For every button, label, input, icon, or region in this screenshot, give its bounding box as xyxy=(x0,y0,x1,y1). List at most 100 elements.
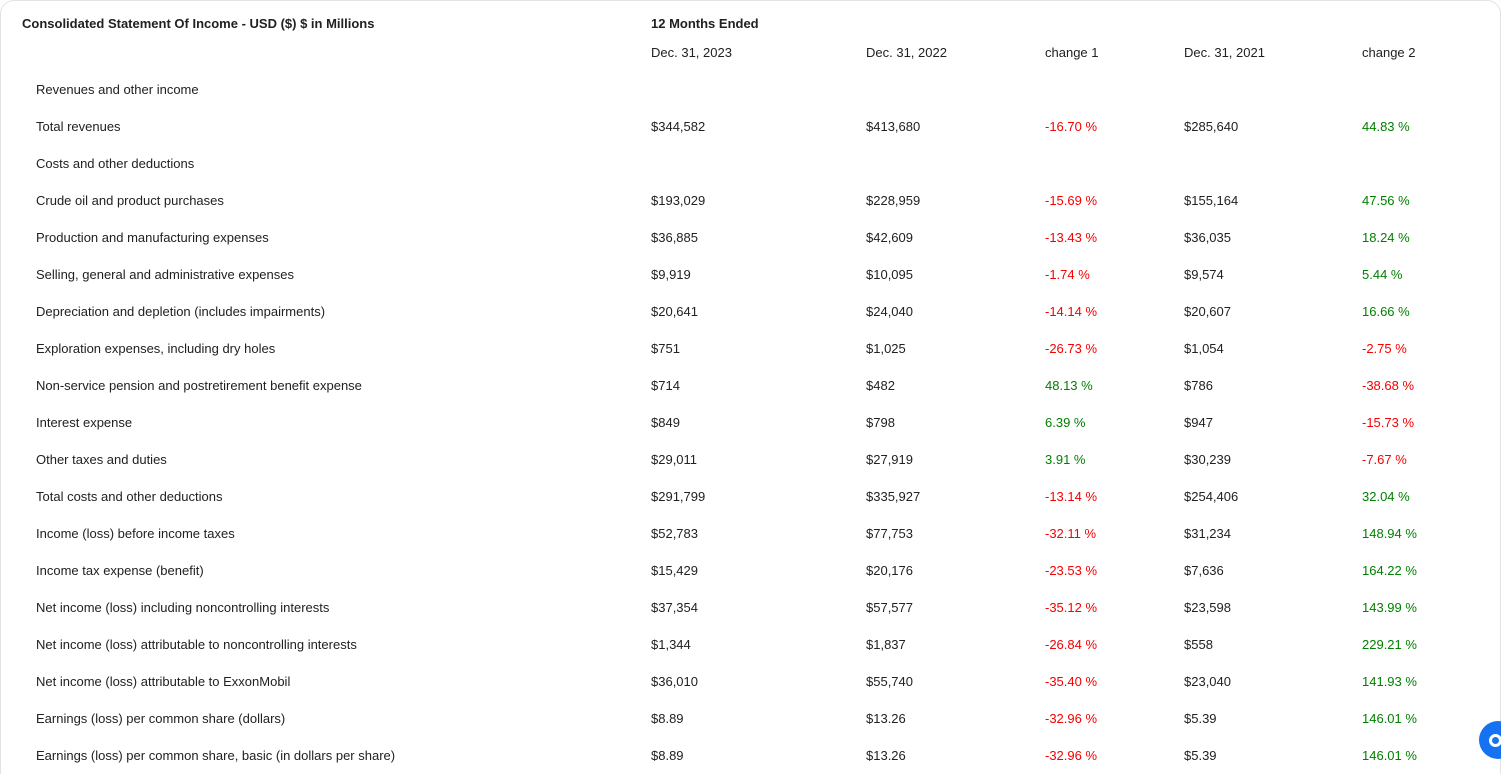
row-label: Net income (loss) attributable to noncon… xyxy=(36,637,357,652)
table-header-row-2: Dec. 31, 2023 Dec. 31, 2022 change 1 Dec… xyxy=(1,38,1500,66)
cell-value: $285,640 xyxy=(1184,119,1239,134)
column-header-date-2022: Dec. 31, 2022 xyxy=(866,44,947,60)
cell-value: $29,011 xyxy=(651,452,698,467)
table-row: Income tax expense (benefit) $15,429 $20,1… xyxy=(1,552,1500,589)
column-header-date-2021: Dec. 31, 2021 xyxy=(1184,44,1265,60)
cell-value: $7,636 xyxy=(1184,563,1224,578)
cell-value: -38.68 % xyxy=(1362,378,1415,393)
table-row: Depreciation and depletion (includes imp… xyxy=(1,293,1500,330)
cell-value: $57,577 xyxy=(866,600,913,615)
cell-value: $413,680 xyxy=(866,119,921,134)
cell-value: -7.67 % xyxy=(1362,452,1407,467)
chat-button[interactable] xyxy=(1479,721,1501,759)
cell-value: $291,799 xyxy=(651,489,706,504)
column-header-change-2: change 2 xyxy=(1362,44,1416,60)
cell-value: $751 xyxy=(651,341,680,356)
cell-value: $9,919 xyxy=(651,267,691,282)
cell-value: $228,959 xyxy=(866,193,921,208)
cell-value: 141.93 % xyxy=(1362,674,1417,689)
cell-value: $37,354 xyxy=(651,600,698,615)
cell-value: $798 xyxy=(866,415,895,430)
cell-value: -32.96 % xyxy=(1045,711,1098,726)
cell-value: -23.53 % xyxy=(1045,563,1098,578)
row-label: Earnings (loss) per common share (dollar… xyxy=(36,711,286,726)
cell-value: -26.84 % xyxy=(1045,637,1098,652)
cell-value: $20,176 xyxy=(866,563,913,578)
row-label: Total costs and other deductions xyxy=(36,489,223,504)
row-label: Total revenues xyxy=(36,119,121,134)
cell-value: $30,239 xyxy=(1184,452,1231,467)
table-row: Total costs and other deductions $291,799… xyxy=(1,478,1500,515)
cell-value: $15,429 xyxy=(651,563,698,578)
cell-value: $20,641 xyxy=(651,304,698,319)
row-label: Interest expense xyxy=(36,415,133,430)
cell-value: $786 xyxy=(1184,378,1213,393)
cell-value: $1,344 xyxy=(651,637,691,652)
cell-value: 3.91 % xyxy=(1045,452,1086,467)
cell-value: $254,406 xyxy=(1184,489,1239,504)
cell-value: -16.70 % xyxy=(1045,119,1098,134)
table-row: Other taxes and duties $29,011 $27,919 3.91… xyxy=(1,441,1500,478)
row-label: Income (loss) before income taxes xyxy=(36,526,235,541)
cell-value: 32.04 % xyxy=(1362,489,1410,504)
cell-value: 143.99 % xyxy=(1362,600,1417,615)
column-header-change-1: change 1 xyxy=(1045,44,1099,60)
cell-value: $77,753 xyxy=(866,526,913,541)
row-label: Other taxes and duties xyxy=(36,452,167,467)
cell-value: 16.66 % xyxy=(1362,304,1410,319)
cell-value: -15.73 % xyxy=(1362,415,1415,430)
cell-value: $31,234 xyxy=(1184,526,1231,541)
cell-value: -2.75 % xyxy=(1362,341,1407,356)
cell-value: $947 xyxy=(1184,415,1213,430)
cell-value: $1,054 xyxy=(1184,341,1224,356)
table-body: Revenues and other income Total revenues $… xyxy=(1,71,1500,774)
cell-value: $36,035 xyxy=(1184,230,1231,245)
row-label: Exploration expenses, including dry hole… xyxy=(36,341,276,356)
table-row: Revenues and other income xyxy=(1,71,1500,108)
chat-bubble-icon xyxy=(1488,733,1501,747)
cell-value: $335,927 xyxy=(866,489,921,504)
cell-value: $36,885 xyxy=(651,230,698,245)
cell-value: $714 xyxy=(651,378,680,393)
cell-value: $23,598 xyxy=(1184,600,1231,615)
cell-value: 47.56 % xyxy=(1362,193,1410,208)
cell-value: 164.22 % xyxy=(1362,563,1417,578)
cell-value: $1,025 xyxy=(866,341,906,356)
cell-value: $10,095 xyxy=(866,267,913,282)
table-row: Earnings (loss) per common share (dollar… xyxy=(1,700,1500,737)
cell-value: $8.89 xyxy=(651,711,684,726)
cell-value: $42,609 xyxy=(866,230,913,245)
cell-value: $52,783 xyxy=(651,526,698,541)
cell-value: $55,740 xyxy=(866,674,913,689)
row-label: Crude oil and product purchases xyxy=(36,193,224,208)
table-row: Interest expense $849 $798 6.39 % $947 -15.73… xyxy=(1,404,1500,441)
cell-value: $5.39 xyxy=(1184,748,1217,763)
cell-value: -35.12 % xyxy=(1045,600,1098,615)
cell-value: $13.26 xyxy=(866,711,906,726)
cell-value: $482 xyxy=(866,378,895,393)
cell-value: $36,010 xyxy=(651,674,698,689)
cell-value: $344,582 xyxy=(651,119,706,134)
table-row: Costs and other deductions xyxy=(1,145,1500,182)
cell-value: $8.89 xyxy=(651,748,684,763)
statement-title: Consolidated Statement Of Income - USD (… xyxy=(22,16,375,31)
cell-value: $13.26 xyxy=(866,748,906,763)
cell-value: $23,040 xyxy=(1184,674,1231,689)
table-row: Exploration expenses, including dry hole… xyxy=(1,330,1500,367)
cell-value: $849 xyxy=(651,415,680,430)
cell-value: $27,919 xyxy=(866,452,913,467)
cell-value: 48.13 % xyxy=(1045,378,1093,393)
table-row: Income (loss) before income taxes $52,783… xyxy=(1,515,1500,552)
cell-value: $9,574 xyxy=(1184,267,1224,282)
cell-value: $1,837 xyxy=(866,637,906,652)
table-row: Production and manufacturing expenses $36… xyxy=(1,219,1500,256)
column-header-date-2023: Dec. 31, 2023 xyxy=(651,44,732,60)
row-label: Earnings (loss) per common share, basic … xyxy=(36,748,396,763)
cell-value: -13.14 % xyxy=(1045,489,1098,504)
cell-value: -14.14 % xyxy=(1045,304,1098,319)
cell-value: -15.69 % xyxy=(1045,193,1098,208)
cell-value: -26.73 % xyxy=(1045,341,1098,356)
cell-value: 5.44 % xyxy=(1362,267,1403,282)
cell-value: 148.94 % xyxy=(1362,526,1417,541)
